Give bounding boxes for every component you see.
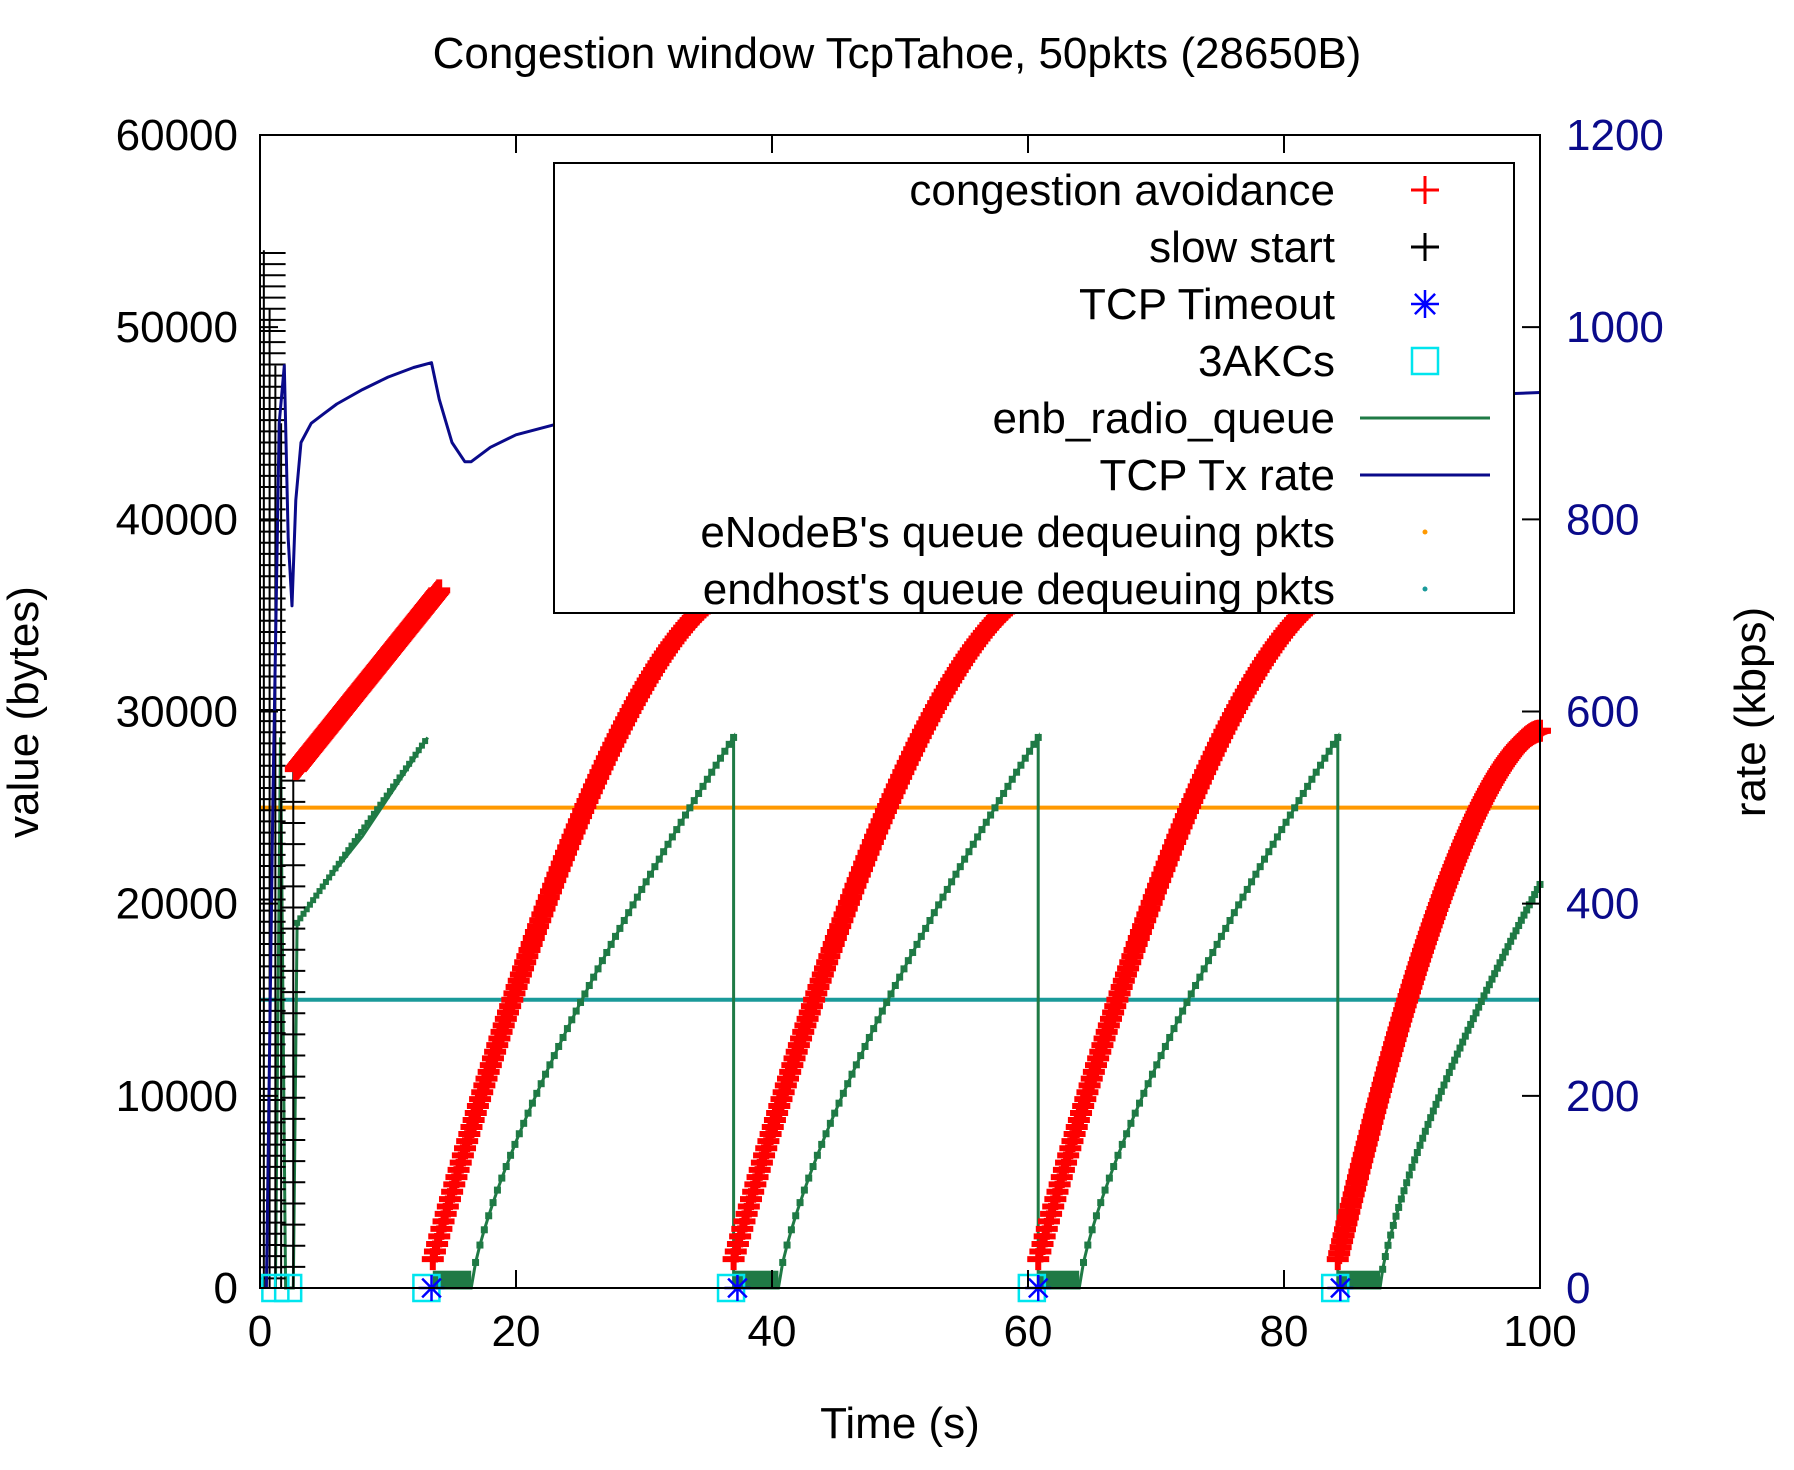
- legend-key-square: [1410, 346, 1440, 376]
- enb-queue-mark: [322, 878, 329, 885]
- enb-queue-mark: [383, 792, 390, 799]
- enb-queue-mark: [348, 842, 355, 849]
- series-congestion-avoidance: [284, 579, 1551, 1271]
- x-tick-label: 40: [748, 1307, 797, 1356]
- enb-queue-mark: [402, 765, 409, 772]
- enb-queue-mark: [370, 810, 377, 817]
- legend-label: congestion avoidance: [909, 166, 1335, 215]
- enb-queue-mark: [335, 860, 342, 867]
- enb-queue-mark: [377, 801, 384, 808]
- enb-queue-mark: [300, 910, 307, 917]
- ticks: 0 20 40 60 80 1000100002000030000400005000060…: [116, 111, 1664, 1356]
- enb-queue-mark: [329, 869, 336, 876]
- enb-queue-floor: [1038, 1270, 1080, 1288]
- y-tick-label: 0: [214, 1264, 238, 1313]
- y-tick-label: 20000: [116, 880, 238, 929]
- enb-queue-mark: [390, 783, 397, 790]
- enb-queue-mark: [380, 797, 387, 804]
- chart-title: Congestion window TcpTahoe, 50pkts (2865…: [433, 29, 1362, 78]
- y-tick-label: 50000: [116, 303, 238, 352]
- x-tick-label: 60: [1004, 1307, 1053, 1356]
- enb-queue-mark: [422, 738, 429, 745]
- enb-queue-mark: [338, 856, 345, 863]
- y2-tick-label: 1200: [1566, 111, 1664, 160]
- x-tick-label: 0: [248, 1307, 272, 1356]
- enb-queue-mark: [297, 915, 304, 922]
- enb-queue-mark: [354, 833, 361, 840]
- x-tick-label: 80: [1260, 1307, 1309, 1356]
- legend-key-dot: [1422, 529, 1428, 535]
- congestion-avoidance-mark: [428, 579, 451, 602]
- enb-queue-mark: [399, 769, 406, 776]
- y2-tick-label: 200: [1566, 1072, 1639, 1121]
- enb-queue-mark: [361, 824, 368, 831]
- enb-queue-mark: [358, 828, 365, 835]
- legend-label: TCP Tx rate: [1099, 451, 1335, 500]
- x-axis-label: Time (s): [820, 1399, 980, 1448]
- enb-queue-cycle: [432, 732, 736, 1290]
- y-axis-label: value (bytes): [0, 586, 48, 838]
- enb-queue-floor: [432, 1270, 472, 1288]
- legend-key-asterisk: [1411, 290, 1439, 318]
- legend: congestion avoidance slow start TCP Timeou…: [553, 162, 1515, 614]
- y-tick-label: 40000: [116, 495, 238, 544]
- enb-queue-mark: [409, 756, 416, 763]
- y2-axis-label: rate (kbps): [1726, 607, 1775, 817]
- legend-key-plus: [1411, 176, 1439, 204]
- x-tick-label: 20: [492, 1307, 541, 1356]
- legend-label: 3AKCs: [1198, 337, 1335, 386]
- y-tick-label: 30000: [116, 688, 238, 737]
- enb-queue-mark: [316, 888, 323, 895]
- legend-label: slow start: [1149, 223, 1335, 272]
- enb-queue-mark: [342, 851, 349, 858]
- enb-queue-mark: [345, 847, 352, 854]
- y-tick-label: 10000: [116, 1072, 238, 1121]
- enb-queue-mark: [332, 865, 339, 872]
- legend-key-plus: [1411, 233, 1439, 261]
- enb-queue-mark: [367, 815, 374, 822]
- legend-label: enb_radio_queue: [992, 394, 1335, 443]
- y-tick-label: 60000: [116, 111, 238, 160]
- enb-queue-mark: [415, 747, 422, 754]
- enb-queue-cycle: [1038, 732, 1340, 1290]
- enb-queue-mark: [386, 788, 393, 795]
- enb-queue-mark: [351, 838, 358, 845]
- enb-queue-mark: [319, 883, 326, 890]
- enb-queue-mark: [406, 760, 413, 767]
- y2-tick-label: 800: [1566, 495, 1639, 544]
- series-enb-radio-queue: [273, 732, 1544, 1290]
- legend-box: [553, 162, 1515, 614]
- y2-tick-label: 600: [1566, 688, 1639, 737]
- legend-label: endhost's queue dequeuing pkts: [703, 565, 1335, 614]
- legend-label: TCP Timeout: [1079, 280, 1335, 329]
- enb-queue-mark: [306, 901, 313, 908]
- enb-queue-cycle: [1337, 883, 1542, 1290]
- enb-queue-mark: [313, 892, 320, 899]
- enb-queue-mark: [326, 874, 333, 881]
- enb-queue-mark: [418, 742, 425, 749]
- enb-queue-mark: [294, 919, 301, 926]
- enb-queue-mark: [310, 897, 317, 904]
- y2-tick-label: 0: [1566, 1264, 1590, 1313]
- enb-queue-mark: [396, 774, 403, 781]
- x-tick-label: 100: [1503, 1307, 1576, 1356]
- enb-queue-mark: [412, 751, 419, 758]
- y2-tick-label: 400: [1566, 880, 1639, 929]
- legend-label: eNodeB's queue dequeuing pkts: [700, 508, 1335, 557]
- enb-queue-mark: [364, 819, 371, 826]
- enb-queue-mark: [374, 806, 381, 813]
- enb-queue-cycle: [733, 732, 1040, 1290]
- enb-queue-mark: [393, 778, 400, 785]
- enb-queue-mark: [303, 906, 310, 913]
- y2-tick-label: 1000: [1566, 303, 1664, 352]
- legend-key-dot: [1422, 586, 1428, 592]
